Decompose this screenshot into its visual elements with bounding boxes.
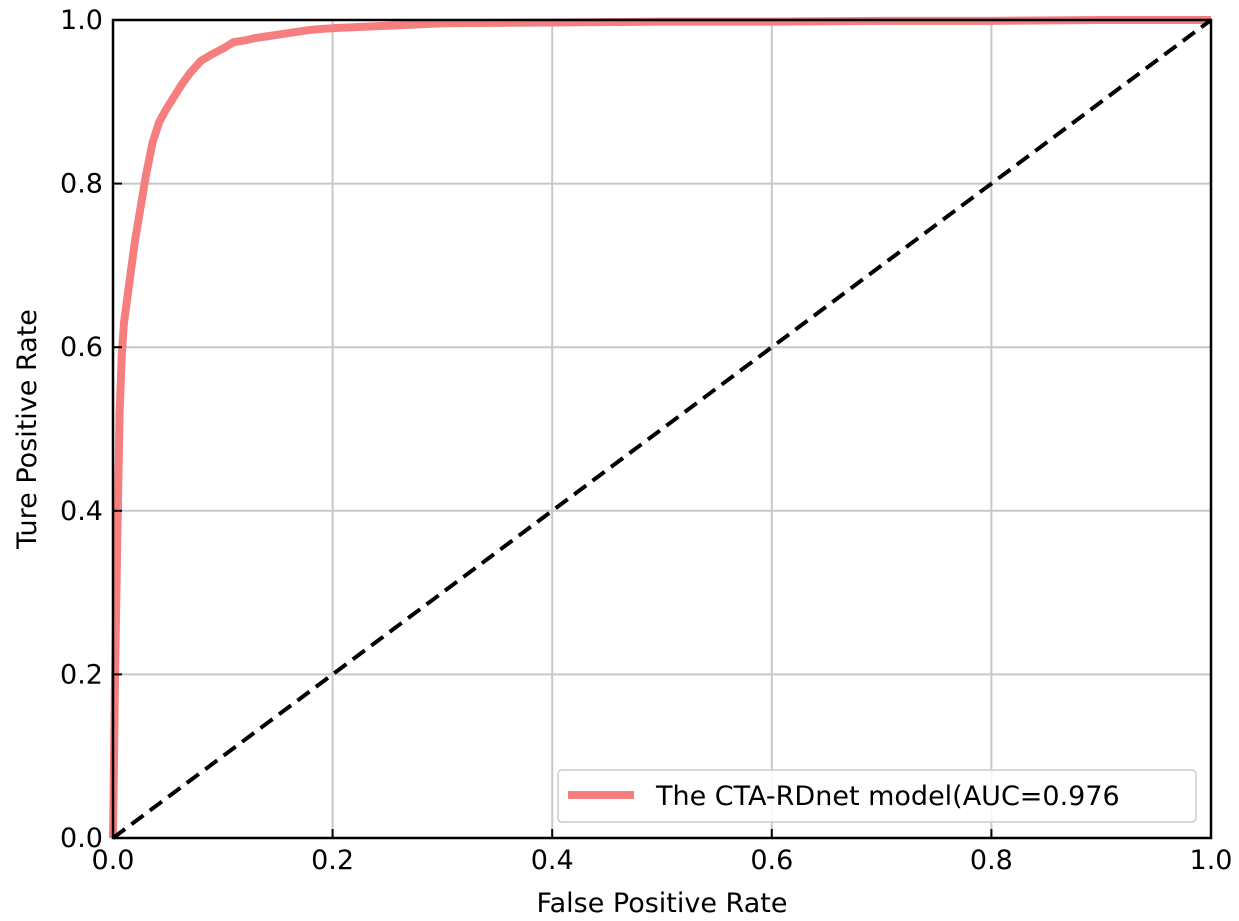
series-layer bbox=[109, 16, 1213, 840]
x-tick-label-0: 0.0 bbox=[92, 845, 135, 876]
x-tick-label-2: 0.4 bbox=[531, 845, 574, 876]
x-tick-label-4: 0.8 bbox=[970, 845, 1013, 876]
y-tick-label-2: 0.4 bbox=[60, 496, 103, 527]
y-tick-label-4: 0.8 bbox=[60, 169, 103, 200]
x-tick-label-3: 0.6 bbox=[750, 845, 793, 876]
x-axis-label: False Positive Rate bbox=[537, 888, 788, 919]
ticks: 0.0 0.2 0.4 0.6 0.8 1.0 0.0 0.2 0.4 0.6 0.8 1.0 bbox=[60, 5, 1232, 876]
grid bbox=[113, 20, 1211, 838]
roc-curve-line bbox=[109, 16, 1211, 839]
y-tick-label-1: 0.2 bbox=[60, 659, 103, 690]
y-tick-label-5: 1.0 bbox=[60, 5, 103, 36]
x-tick-label-5: 1.0 bbox=[1190, 845, 1233, 876]
y-axis-label: Ture Positive Rate bbox=[12, 309, 43, 550]
y-tick-label-3: 0.6 bbox=[60, 332, 103, 363]
chance-diagonal-line bbox=[111, 18, 1213, 840]
y-tick-label-0: 0.0 bbox=[60, 823, 103, 854]
legend: The CTA-RDnet model(AUC=0.976 bbox=[557, 769, 1197, 823]
legend-box bbox=[557, 769, 1197, 823]
x-tick-label-1: 0.2 bbox=[311, 845, 354, 876]
legend-entry-label: The CTA-RDnet model(AUC=0.976 bbox=[655, 781, 1120, 812]
plot-frame bbox=[111, 18, 1213, 840]
